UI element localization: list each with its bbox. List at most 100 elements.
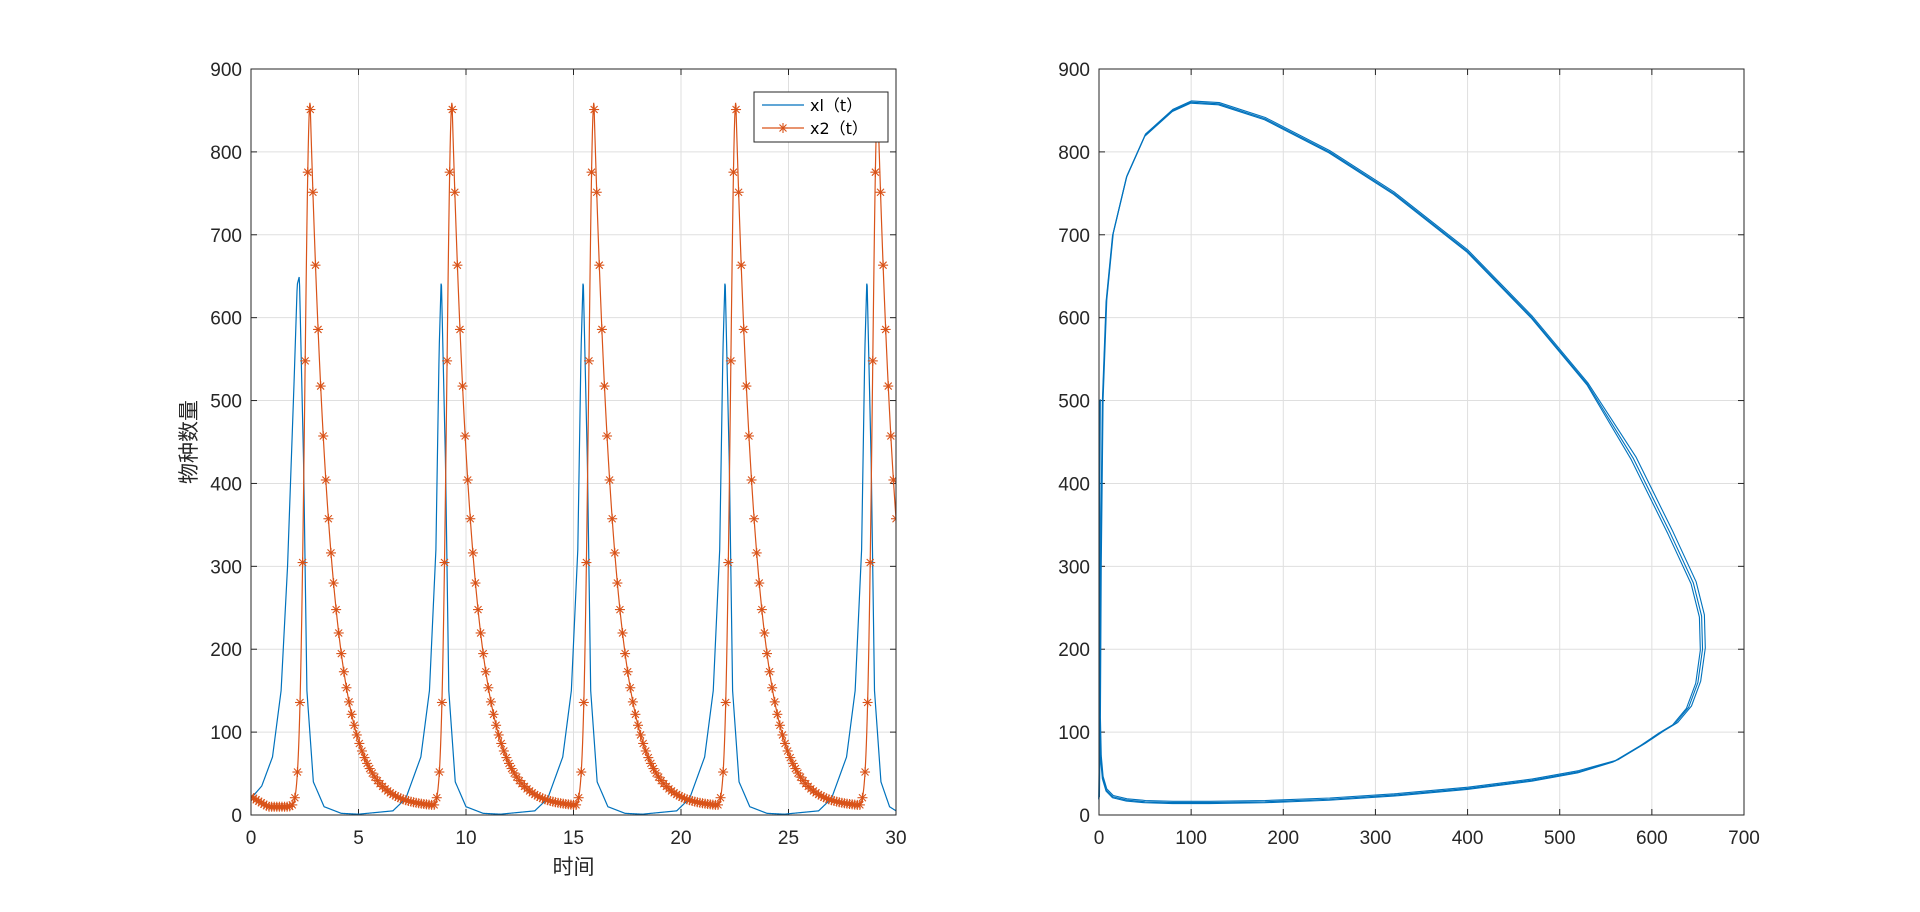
series-x2-marker xyxy=(625,682,636,693)
series-x2-marker xyxy=(287,799,298,810)
legend-box xyxy=(753,91,889,143)
series-x2-marker xyxy=(743,430,754,441)
series-x2-marker xyxy=(491,720,502,731)
x-tick-label: 100 xyxy=(1175,828,1207,849)
series-x2-marker xyxy=(865,557,876,568)
time-series-axes: 0 5 10 15 20 25 300100200300400500600700800900… xyxy=(177,60,907,879)
y-tick-label: 200 xyxy=(210,640,242,661)
series-x2-marker xyxy=(599,381,610,392)
series-x2-marker xyxy=(578,697,589,708)
x-tick-label: 600 xyxy=(1636,828,1668,849)
y-tick-label: 500 xyxy=(210,392,242,413)
series-x2-marker xyxy=(346,709,357,720)
x-tick-label: 300 xyxy=(1360,828,1392,849)
series-x2-marker xyxy=(429,799,440,810)
x-tick-label: 0 xyxy=(246,828,257,849)
series-x2-marker xyxy=(297,557,308,568)
series-x2-marker xyxy=(470,578,481,589)
series-x2-marker xyxy=(862,697,873,708)
series-x2-marker xyxy=(506,763,517,774)
series-x2-marker xyxy=(759,627,770,638)
series-x2-marker xyxy=(604,474,615,485)
series-x2-marker xyxy=(777,729,788,740)
series-x2-marker xyxy=(854,799,865,810)
x-tick-label: 25 xyxy=(778,828,799,849)
x-tick-label: 200 xyxy=(1267,828,1299,849)
y-tick-label: 300 xyxy=(210,557,242,578)
series-x2-marker xyxy=(305,104,316,115)
series-x2-marker xyxy=(715,792,726,803)
series-x2-marker xyxy=(292,767,303,778)
series-x2-marker xyxy=(583,355,594,366)
series-x2-marker xyxy=(447,104,458,115)
series-x2-marker xyxy=(336,648,347,659)
series-x2-marker xyxy=(323,513,334,524)
series-x2-marker xyxy=(467,547,478,558)
series-x2-marker xyxy=(875,187,886,198)
series-x2-marker xyxy=(284,801,295,812)
series-x2-marker xyxy=(349,720,360,731)
y-tick-label: 900 xyxy=(1058,60,1090,81)
series-x2-marker xyxy=(493,729,504,740)
plot-area xyxy=(1099,69,1744,815)
series-x2-marker xyxy=(870,167,881,178)
x-axis-label: 时间 xyxy=(553,855,595,879)
series-x2-marker xyxy=(633,720,643,731)
series-x2-marker xyxy=(883,381,894,392)
series-x2-marker xyxy=(573,792,584,803)
series-x2-marker xyxy=(462,474,473,485)
series-x2-marker xyxy=(857,792,868,803)
series-x2-marker xyxy=(475,627,486,638)
series-x2-marker xyxy=(478,648,489,659)
series-x2-marker xyxy=(444,167,455,178)
series-x2-marker xyxy=(867,355,878,366)
series-x2-marker xyxy=(609,547,620,558)
series-x2-marker xyxy=(638,738,649,749)
series-x2-marker xyxy=(751,547,762,558)
series-x2-marker xyxy=(733,187,744,198)
series-x2-marker xyxy=(496,738,507,749)
series-x2-marker xyxy=(723,557,734,568)
series-x2-marker xyxy=(341,682,352,693)
series-x2-marker xyxy=(885,430,896,441)
series-x2-marker xyxy=(725,355,736,366)
y-tick-label: 600 xyxy=(1058,309,1090,330)
phase-plane-axes: 0 100 200 300 400 500 600 700 0 100 200 300 400 500 60… xyxy=(1058,60,1760,849)
series-x2-marker xyxy=(295,697,306,708)
series-x2-marker xyxy=(344,696,355,707)
series-x2-marker xyxy=(772,709,783,720)
legend-label-x2: x2（t） xyxy=(810,119,868,138)
series-x2-marker xyxy=(313,324,324,335)
series-x2-marker xyxy=(307,187,318,198)
axes-frame xyxy=(1098,68,1745,816)
series-x2-marker xyxy=(891,513,896,524)
series-x2-marker xyxy=(718,767,729,778)
series-x2-marker xyxy=(749,513,760,524)
x-tick-label: 20 xyxy=(670,828,691,849)
y-tick-label: 0 xyxy=(1079,806,1090,827)
series-x2-marker xyxy=(289,792,300,803)
series-x2-marker xyxy=(454,324,465,335)
y-tick-label: 300 xyxy=(1058,557,1090,578)
phase-trajectory xyxy=(1098,100,1706,802)
series-x2-marker xyxy=(754,578,765,589)
series-x2-marker xyxy=(431,792,442,803)
series-x2-marker xyxy=(328,578,339,589)
series-x2-marker xyxy=(333,627,344,638)
series-x2-marker xyxy=(354,738,365,749)
series-x2-marker xyxy=(762,648,772,659)
series-x2-marker xyxy=(792,768,803,779)
series-x2-marker xyxy=(888,474,896,485)
y-tick-label: 100 xyxy=(210,723,242,744)
series-x2-marker xyxy=(325,547,336,558)
series-x2-marker xyxy=(878,260,889,271)
series-x2-marker xyxy=(630,709,641,720)
series-x2-marker xyxy=(594,260,605,271)
series-x2-marker xyxy=(880,324,891,335)
series-x2-marker xyxy=(769,696,780,707)
x-tick-label: 30 xyxy=(885,828,906,849)
series-x2-marker xyxy=(434,767,445,778)
series-x2-marker xyxy=(586,167,597,178)
series-x2-marker xyxy=(442,355,453,366)
